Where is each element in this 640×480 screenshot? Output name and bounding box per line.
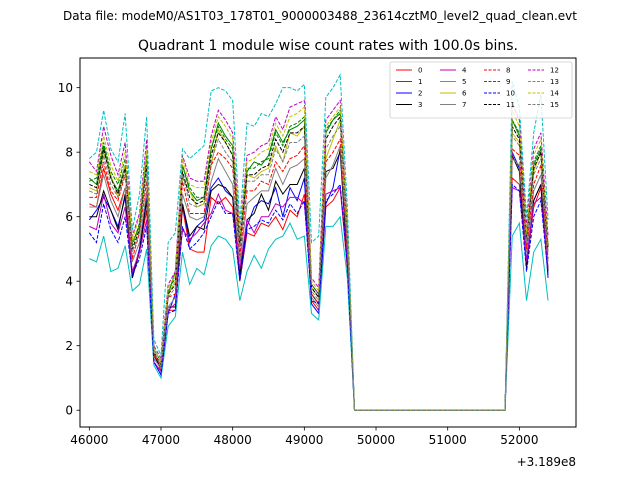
- series-line-5: [89, 215, 549, 411]
- legend-label-6: 6: [462, 90, 467, 98]
- x-tick-label: 52000: [500, 433, 538, 447]
- legend-label-8: 8: [506, 67, 510, 75]
- chart-title: Quadrant 1 module wise count rates with …: [138, 38, 518, 54]
- x-tick-label: 50000: [357, 433, 395, 447]
- x-offset-label: +3.189e8: [517, 455, 576, 469]
- y-tick-label: 2: [65, 339, 73, 353]
- legend-label-7: 7: [462, 101, 466, 109]
- legend-label-1: 1: [418, 78, 422, 86]
- legend-label-12: 12: [550, 67, 559, 75]
- legend-label-14: 14: [550, 90, 559, 98]
- y-tick-label: 6: [65, 210, 73, 224]
- series-layer: [88, 73, 549, 411]
- legend-label-11: 11: [506, 101, 515, 109]
- x-tick-label: 46000: [70, 433, 108, 447]
- series-line-15: [89, 124, 549, 411]
- y-axis: 0 2 4 6 8 10: [58, 81, 80, 418]
- y-tick-label: 8: [65, 145, 73, 159]
- x-tick-label: 47000: [142, 433, 180, 447]
- plot-frame: [79, 57, 577, 428]
- x-tick-label: 51000: [429, 433, 467, 447]
- x-tick-label: 48000: [214, 433, 252, 447]
- y-tick-label: 0: [65, 404, 73, 418]
- suptitle: Data file: modeM0/AS1T03_178T01_90000034…: [63, 9, 577, 23]
- series-line-12: [88, 99, 549, 411]
- y-tick-label: 10: [58, 81, 73, 95]
- legend-label-3: 3: [418, 101, 422, 109]
- series-line-1: [88, 112, 549, 411]
- legend-label-4: 4: [462, 67, 467, 75]
- x-axis: 46000 47000 48000 49000 50000 51000 52000: [70, 427, 538, 447]
- x-tick-label: 49000: [285, 433, 323, 447]
- legend-label-5: 5: [462, 78, 466, 86]
- legend-label-13: 13: [550, 78, 559, 86]
- series-line-11: [89, 115, 549, 411]
- legend-box: [389, 61, 573, 119]
- legend-label-0: 0: [418, 67, 422, 75]
- series-line-6: [89, 119, 549, 411]
- y-tick-label: 4: [65, 275, 73, 289]
- legend-label-10: 10: [506, 90, 515, 98]
- legend-label-2: 2: [418, 90, 422, 98]
- legend-label-15: 15: [550, 101, 559, 109]
- legend-label-9: 9: [506, 78, 510, 86]
